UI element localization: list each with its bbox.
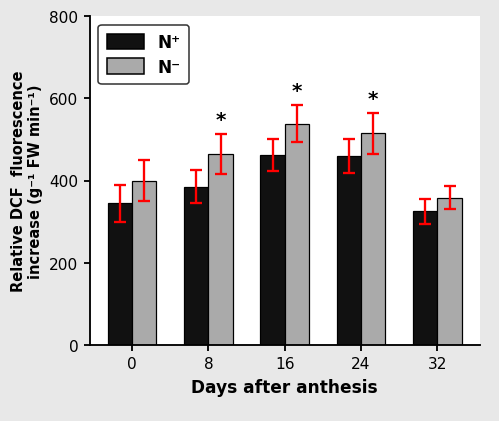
Bar [184,187,208,345]
Bar [437,198,462,345]
Bar [260,156,284,345]
Bar [413,212,437,345]
Text: *: * [215,111,226,130]
Bar [361,134,385,345]
Text: *: * [291,82,302,101]
Bar [208,155,233,345]
Y-axis label: Relative DCF  fluorescence
increase (g⁻¹ FW min⁻¹): Relative DCF fluorescence increase (g⁻¹ … [10,70,43,292]
Legend: N⁺, N⁻: N⁺, N⁻ [98,25,189,85]
Text: *: * [368,89,378,108]
Bar [132,181,156,345]
Bar [284,124,309,345]
Bar [336,157,361,345]
X-axis label: Days after anthesis: Days after anthesis [191,378,378,396]
Bar [107,204,132,345]
